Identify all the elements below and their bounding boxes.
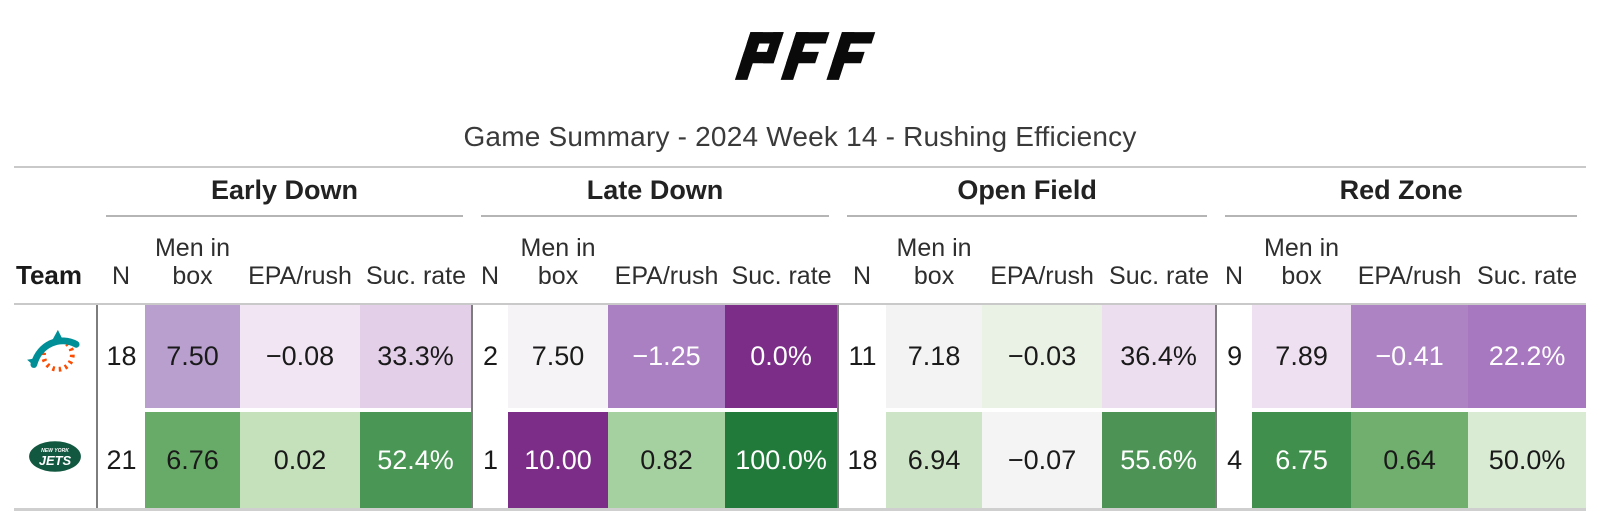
group-label: Red Zone (1225, 175, 1578, 217)
column-header-epa-rush: EPA/rush (608, 217, 726, 305)
rushing-efficiency-table: Early Down Late Down Open Field Red Zone… (14, 166, 1587, 511)
stat-cell-suc-rate: 100.0% (725, 412, 839, 511)
row-gap (14, 408, 1587, 412)
column-header-epa-rush: EPA/rush (240, 217, 360, 305)
stat-cell-epa-rush: −0.03 (982, 304, 1103, 408)
stat-cell-men-in-box: 10.00 (508, 412, 609, 511)
column-header-epa-rush: EPA/rush (1351, 217, 1469, 305)
stat-cell-epa-rush: 0.82 (608, 412, 726, 511)
stat-cell-men-in-box: 7.50 (145, 304, 240, 408)
stat-cell-n: 21 (96, 412, 145, 511)
group-label: Early Down (106, 175, 464, 217)
jets-logo-icon: NEW YORK JETS (29, 441, 81, 472)
table-row-dolphins: 18 7.50 −0.08 33.3% 2 7.50 −1.25 0.0% 11… (14, 304, 1587, 408)
team-cell-jets: NEW YORK JETS (14, 412, 97, 511)
pff-logo-icon (734, 32, 876, 80)
table-wrap: Early Down Late Down Open Field Red Zone… (14, 166, 1587, 511)
column-header-men-in-box: Men in box (508, 217, 609, 305)
stat-cell-epa-rush: −0.07 (982, 412, 1103, 511)
stat-cell-epa-rush: −0.08 (240, 304, 360, 408)
stat-cell-suc-rate: 22.2% (1468, 304, 1587, 408)
column-header-n: N (1216, 217, 1253, 305)
group-label: Late Down (481, 175, 830, 217)
stat-cell-men-in-box: 6.75 (1252, 412, 1352, 511)
group-header-red-zone: Red Zone (1216, 166, 1587, 217)
stat-cell-n: 18 (837, 412, 887, 511)
team-cell-dolphins (14, 304, 97, 408)
column-header-row: Team N Men in box EPA/rush Suc. rate N M… (14, 217, 1587, 305)
stat-cell-n: 9 (1215, 304, 1253, 408)
column-header-suc-rate: Suc. rate (1102, 217, 1217, 305)
stat-cell-suc-rate: 36.4% (1102, 304, 1217, 408)
column-header-suc-rate: Suc. rate (725, 217, 839, 305)
column-header-n: N (472, 217, 509, 305)
group-header-early-down: Early Down (97, 166, 473, 217)
stat-cell-n: 11 (837, 304, 887, 408)
stat-cell-n: 2 (471, 304, 509, 408)
group-header-row: Early Down Late Down Open Field Red Zone (14, 166, 1587, 217)
stat-cell-epa-rush: 0.64 (1351, 412, 1469, 511)
stat-cell-suc-rate: 33.3% (360, 304, 473, 408)
column-header-men-in-box: Men in box (145, 217, 240, 305)
stat-cell-suc-rate: 52.4% (360, 412, 473, 511)
column-header-epa-rush: EPA/rush (982, 217, 1103, 305)
stat-cell-epa-rush: 0.02 (240, 412, 360, 511)
group-header-open-field: Open Field (838, 166, 1217, 217)
table-row-jets: NEW YORK JETS 21 6.76 0.02 52.4% 1 10.00… (14, 412, 1587, 511)
team-column-header: Team (14, 217, 97, 305)
stat-cell-men-in-box: 7.18 (886, 304, 983, 408)
stat-cell-men-in-box: 6.94 (886, 412, 983, 511)
column-header-men-in-box: Men in box (1252, 217, 1352, 305)
column-header-n: N (838, 217, 887, 305)
stat-cell-suc-rate: 55.6% (1102, 412, 1217, 511)
stat-cell-suc-rate: 0.0% (725, 304, 839, 408)
group-header-late-down: Late Down (472, 166, 839, 217)
stat-cell-epa-rush: −0.41 (1351, 304, 1469, 408)
dolphins-logo-icon (27, 329, 80, 372)
column-header-n: N (97, 217, 145, 305)
stat-cell-men-in-box: 6.76 (145, 412, 240, 511)
group-label: Open Field (847, 175, 1208, 217)
stat-cell-n: 4 (1215, 412, 1253, 511)
page-title: Game Summary - 2024 Week 14 - Rushing Ef… (463, 121, 1137, 152)
svg-text:NEW YORK: NEW YORK (41, 448, 69, 454)
stat-cell-suc-rate: 50.0% (1468, 412, 1587, 511)
stat-cell-n: 18 (96, 304, 145, 408)
group-row-team-spacer (14, 166, 97, 217)
stat-cell-n: 1 (471, 412, 509, 511)
stat-cell-men-in-box: 7.89 (1252, 304, 1352, 408)
column-header-suc-rate: Suc. rate (360, 217, 473, 305)
stat-cell-epa-rush: −1.25 (608, 304, 726, 408)
stat-cell-men-in-box: 7.50 (508, 304, 609, 408)
column-header-men-in-box: Men in box (886, 217, 983, 305)
header: Game Summary - 2024 Week 14 - Rushing Ef… (0, 0, 1600, 153)
column-header-suc-rate: Suc. rate (1468, 217, 1587, 305)
svg-text:JETS: JETS (39, 453, 72, 468)
